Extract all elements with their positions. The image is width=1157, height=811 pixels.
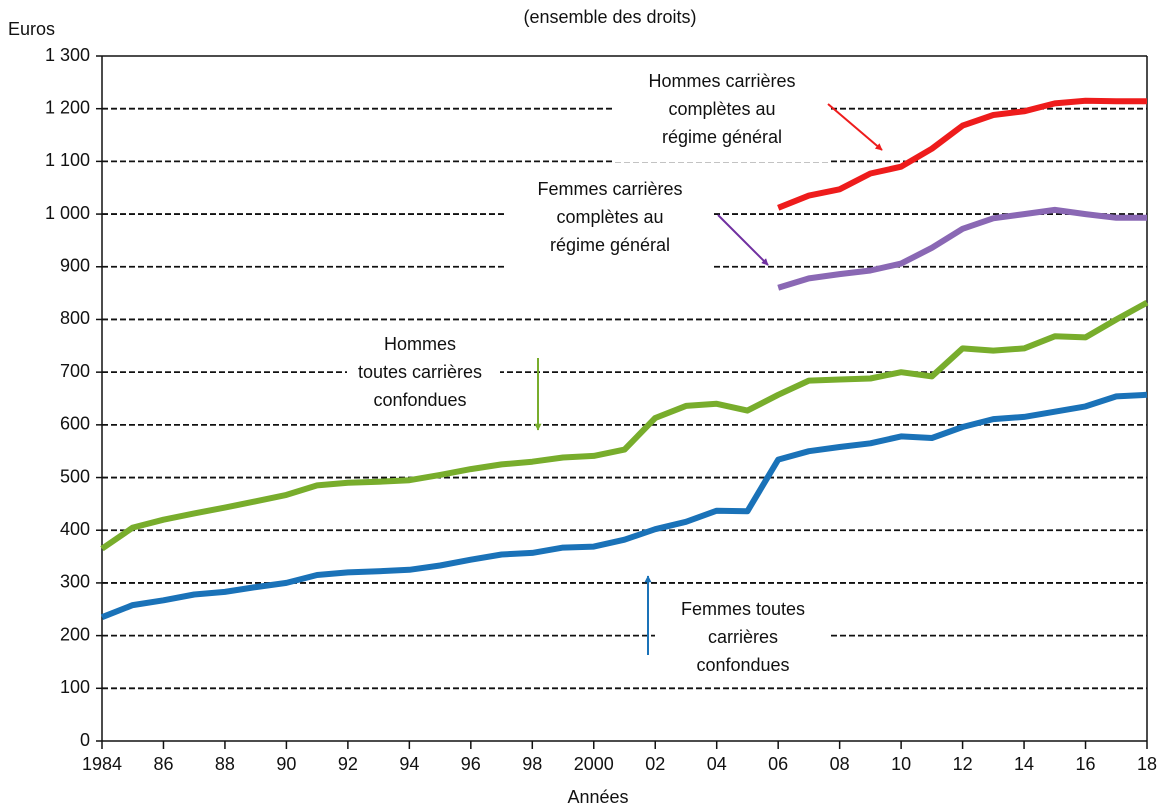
annotation-text: carrières xyxy=(708,627,778,647)
x-tick-label: 02 xyxy=(645,754,665,774)
x-tick-label: 1984 xyxy=(82,754,122,774)
chart-title: (ensemble des droits) xyxy=(523,7,696,27)
x-tick-label: 10 xyxy=(891,754,911,774)
y-tick-label: 300 xyxy=(60,572,90,592)
y-tick-label: 700 xyxy=(60,361,90,381)
annotation-background xyxy=(615,64,830,162)
annotation-text: régime général xyxy=(662,127,782,147)
x-tick-label: 16 xyxy=(1076,754,1096,774)
x-tick-label: 18 xyxy=(1137,754,1157,774)
annotation-text: Hommes xyxy=(384,334,456,354)
annotation-background xyxy=(655,592,830,686)
y-tick-label: 400 xyxy=(60,519,90,539)
series-line xyxy=(777,97,1147,211)
y-tick-label: 600 xyxy=(60,414,90,434)
series-line xyxy=(777,206,1147,291)
x-tick-label: 92 xyxy=(338,754,358,774)
x-tick-label: 08 xyxy=(830,754,850,774)
y-axis-label: Euros xyxy=(8,19,55,39)
y-tick-label: 1 300 xyxy=(45,45,90,65)
annotation-text: toutes carrières xyxy=(358,362,482,382)
x-tick-label: 86 xyxy=(153,754,173,774)
y-tick-label: 500 xyxy=(60,466,90,486)
x-tick-label: 94 xyxy=(399,754,419,774)
annotation-arrow xyxy=(717,214,769,266)
x-tick-label: 90 xyxy=(276,754,296,774)
x-tick-label: 14 xyxy=(1014,754,1034,774)
x-tick-label: 96 xyxy=(461,754,481,774)
y-tick-label: 200 xyxy=(60,624,90,644)
x-tick-label: 2000 xyxy=(574,754,614,774)
y-tick-label: 1 100 xyxy=(45,150,90,170)
annotation-arrow xyxy=(827,103,883,151)
annotation-background xyxy=(347,328,500,418)
y-tick-label: 0 xyxy=(80,730,90,750)
y-tick-label: 1 200 xyxy=(45,97,90,117)
annotation-text: Femmes toutes xyxy=(681,599,805,619)
annotation-text: complètes au xyxy=(556,207,663,227)
x-tick-label: 88 xyxy=(215,754,235,774)
annotation-text: régime général xyxy=(550,235,670,255)
annotation-background xyxy=(505,174,713,268)
y-tick-label: 1 000 xyxy=(45,203,90,223)
annotation-text: confondues xyxy=(373,390,466,410)
annotation-text: complètes au xyxy=(668,99,775,119)
y-tick-label: 900 xyxy=(60,256,90,276)
x-tick-label: 98 xyxy=(522,754,542,774)
series-line xyxy=(100,299,1149,552)
x-axis-label: Années xyxy=(567,787,628,807)
x-tick-label: 06 xyxy=(768,754,788,774)
y-tick-label: 100 xyxy=(60,677,90,697)
x-tick-label: 12 xyxy=(953,754,973,774)
series-line xyxy=(100,391,1148,620)
annotation-text: Hommes carrières xyxy=(648,71,795,91)
x-tick-label: 04 xyxy=(707,754,727,774)
y-tick-label: 800 xyxy=(60,308,90,328)
annotation-text: Femmes carrières xyxy=(537,179,682,199)
annotation-text: confondues xyxy=(696,655,789,675)
